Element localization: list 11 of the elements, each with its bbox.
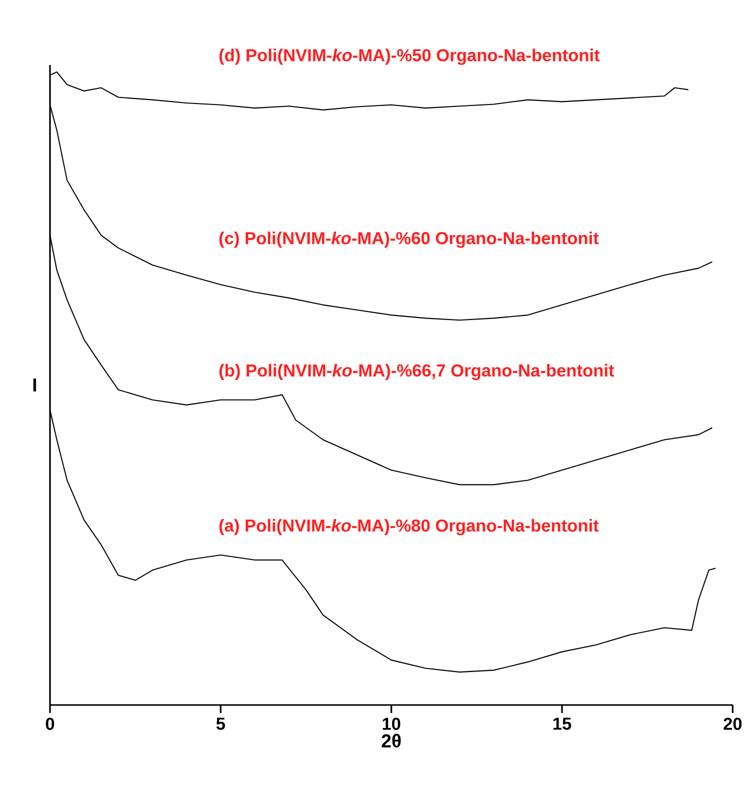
x-tick-label: 20: [724, 718, 742, 730]
text: (d) Poli(NVIM-ko-MA)-%50 Organo-Na-bentonit: [219, 48, 600, 65]
x-tick-label: 5: [216, 718, 226, 730]
y-axis-title: I: [33, 378, 36, 392]
x-tick-label: 0: [46, 718, 54, 730]
series-label: (b) Poli(NVIM-ko-MA)-%66,7 Organo-Na-bentonit: [219, 364, 614, 380]
text: (c) Poli(NVIM-ko-MA)-%60 Organo-Na-bentonit: [219, 232, 599, 248]
series-label: (a) Poli(NVIM-ko-MA)-%80 Organo-Na-bentonit: [219, 518, 599, 536]
x-axis-title: 2θ: [382, 734, 401, 748]
x-tick-label: 15: [553, 718, 572, 730]
x-tick-label: 10: [382, 718, 400, 730]
